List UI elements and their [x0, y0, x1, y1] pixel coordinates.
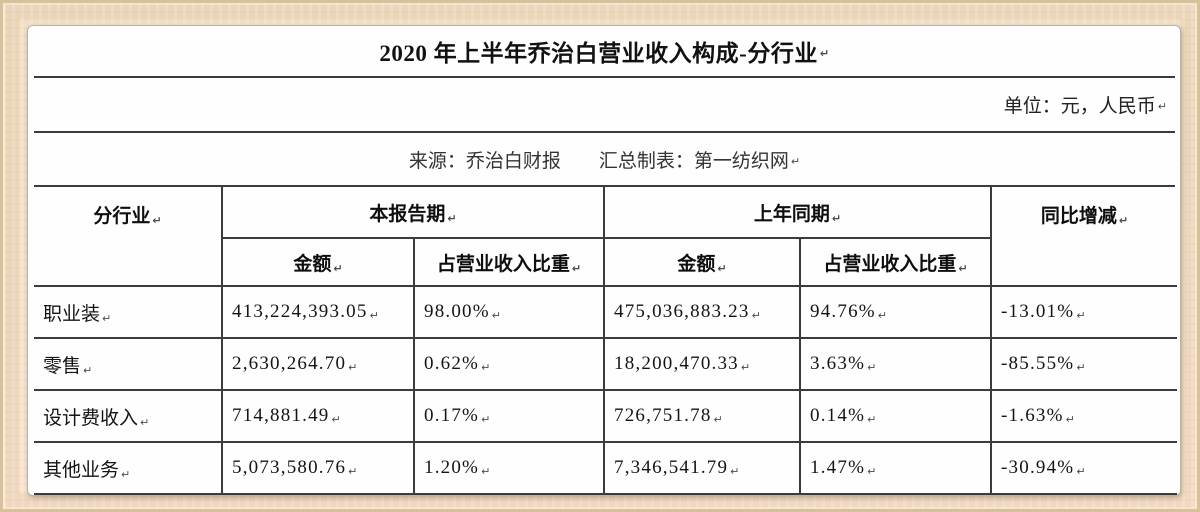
header-current-period: 本报告期 ↵	[220, 187, 605, 239]
cell-prior-amount: 7,346,541.79 ↵	[603, 442, 801, 495]
header-prior-period: 上年同期 ↵	[603, 187, 992, 239]
paragraph-mark-icon: ↵	[571, 261, 582, 275]
page-title: 2020 年上半年乔治白营业收入构成-分行业	[379, 41, 818, 66]
revenue-by-industry-table: 分行业 ↵ 本报告期 ↵ 上年同期 ↵ 同比增减 ↵ 金额 ↵ 占营业收入比重 ↵ 金额 ↵ …	[34, 187, 1178, 495]
cell-prior-share: 3.63% ↵	[799, 338, 992, 391]
paragraph-mark-icon: ↵	[348, 465, 359, 478]
paragraph-mark-icon: ↵	[790, 154, 801, 168]
paragraph-mark-icon: ↵	[867, 361, 878, 374]
paragraph-mark-icon: ↵	[121, 467, 131, 481]
paragraph-mark-icon: ↵	[481, 413, 492, 426]
paragraph-mark-icon: ↵	[331, 413, 342, 426]
paragraph-mark-icon: ↵	[481, 361, 492, 374]
source-note-row: 来源：乔治白财报 汇总制表：第一纺织网 ↵	[34, 133, 1175, 187]
paragraph-mark-icon: ↵	[1118, 214, 1129, 227]
paragraph-mark-icon: ↵	[751, 309, 762, 322]
paragraph-mark-icon: ↵	[717, 261, 727, 275]
cell-industry: 零售 ↵	[34, 338, 222, 391]
table-header-row-1: 分行业 ↵ 本报告期 ↵ 上年同期 ↵ 同比增减 ↵	[34, 187, 1178, 287]
table-row-other-business: 其他业务 ↵ 5,073,580.76 ↵ 1.20% ↵ 7,346,541.79 ↵…	[34, 442, 1178, 495]
cell-current-share: 1.20% ↵	[412, 442, 605, 495]
paragraph-mark-icon: ↵	[1157, 100, 1167, 113]
page-title-row: 2020 年上半年乔治白营业收入构成-分行业 ↵	[34, 26, 1175, 78]
cell-yoy-change: -13.01% ↵	[990, 286, 1178, 339]
cell-industry: 其他业务 ↵	[34, 442, 222, 495]
header-current-amount: 金额 ↵	[221, 238, 414, 287]
table-row-design-fee: 设计费收入 ↵ 714,881.49 ↵ 0.17% ↵ 726,751.78 ↵ 0.…	[34, 390, 1178, 443]
table-row-retail: 零售 ↵ 2,630,264.70 ↵ 0.62% ↵ 18,200,470.33 ↵ …	[34, 338, 1178, 391]
table-row-workwear: 职业装 ↵ 413,224,393.05 ↵ 98.00% ↵ 475,036,883…	[34, 286, 1178, 339]
paragraph-mark-icon: ↵	[1076, 309, 1087, 322]
paragraph-mark-icon: ↵	[1076, 465, 1087, 478]
cell-current-amount: 5,073,580.76 ↵	[221, 442, 414, 495]
paragraph-mark-icon: ↵	[1065, 413, 1077, 426]
paragraph-mark-icon: ↵	[348, 361, 359, 374]
cell-yoy-change: -85.55% ↵	[990, 338, 1178, 391]
cell-current-amount: 2,630,264.70 ↵	[221, 338, 414, 391]
table-header-row-2: 金额 ↵ 占营业收入比重 ↵ 金额 ↵ 占营业收入比重 ↵	[34, 238, 1177, 287]
cell-current-share: 98.00% ↵	[412, 286, 605, 339]
paragraph-mark-icon: ↵	[491, 309, 503, 322]
source-note: 来源：乔治白财报 汇总制表：第一纺织网	[408, 150, 789, 172]
cell-yoy-change: -30.94% ↵	[990, 442, 1178, 495]
paragraph-mark-icon: ↵	[140, 415, 150, 429]
paragraph-mark-icon: ↵	[333, 261, 343, 275]
paragraph-mark-icon: ↵	[713, 413, 724, 426]
document-sheet: 2020 年上半年乔治白营业收入构成-分行业 ↵ 单位：元，人民币 ↵ 来源：乔治白…	[27, 25, 1181, 496]
paragraph-mark-icon: ↵	[730, 465, 741, 478]
paragraph-mark-icon: ↵	[1076, 361, 1087, 374]
cell-prior-amount: 475,036,883.23 ↵	[603, 286, 801, 339]
paragraph-mark-icon: ↵	[958, 261, 968, 275]
cell-industry: 职业装 ↵	[34, 286, 222, 339]
paragraph-mark-icon: ↵	[819, 46, 830, 60]
cell-current-amount: 714,881.49 ↵	[221, 390, 414, 443]
cell-yoy-change: -1.63% ↵	[990, 390, 1178, 443]
unit-note-row: 单位：元，人民币 ↵	[34, 78, 1175, 133]
paragraph-mark-icon: ↵	[369, 309, 380, 322]
unit-note: 单位：元，人民币	[1003, 96, 1156, 117]
cell-current-amount: 413,224,393.05 ↵	[221, 286, 414, 339]
paragraph-mark-icon: ↵	[740, 361, 752, 374]
paragraph-mark-icon: ↵	[867, 413, 878, 426]
header-industry: 分行业 ↵	[34, 187, 222, 287]
paragraph-mark-icon: ↵	[102, 311, 112, 325]
cell-prior-amount: 18,200,470.33 ↵	[603, 338, 801, 391]
cell-current-share: 0.17% ↵	[412, 390, 605, 443]
header-prior-amount: 金额 ↵	[603, 238, 801, 287]
paragraph-mark-icon: ↵	[83, 363, 93, 377]
paragraph-mark-icon: ↵	[481, 465, 492, 478]
paragraph-mark-icon: ↵	[447, 211, 457, 225]
cell-prior-share: 0.14% ↵	[799, 390, 992, 443]
paragraph-mark-icon: ↵	[152, 214, 162, 227]
paragraph-mark-icon: ↵	[877, 309, 889, 322]
header-prior-share: 占营业收入比重 ↵	[799, 238, 992, 287]
cell-prior-amount: 726,751.78 ↵	[603, 390, 801, 443]
paragraph-mark-icon: ↵	[831, 211, 842, 225]
cell-prior-share: 94.76% ↵	[799, 286, 992, 339]
header-current-share: 占营业收入比重 ↵	[412, 238, 605, 287]
header-yoy-change: 同比增减 ↵	[990, 187, 1178, 287]
paragraph-mark-icon: ↵	[867, 465, 878, 478]
cell-industry: 设计费收入 ↵	[34, 390, 222, 443]
cell-prior-share: 1.47% ↵	[799, 442, 992, 495]
cell-current-share: 0.62% ↵	[412, 338, 605, 391]
